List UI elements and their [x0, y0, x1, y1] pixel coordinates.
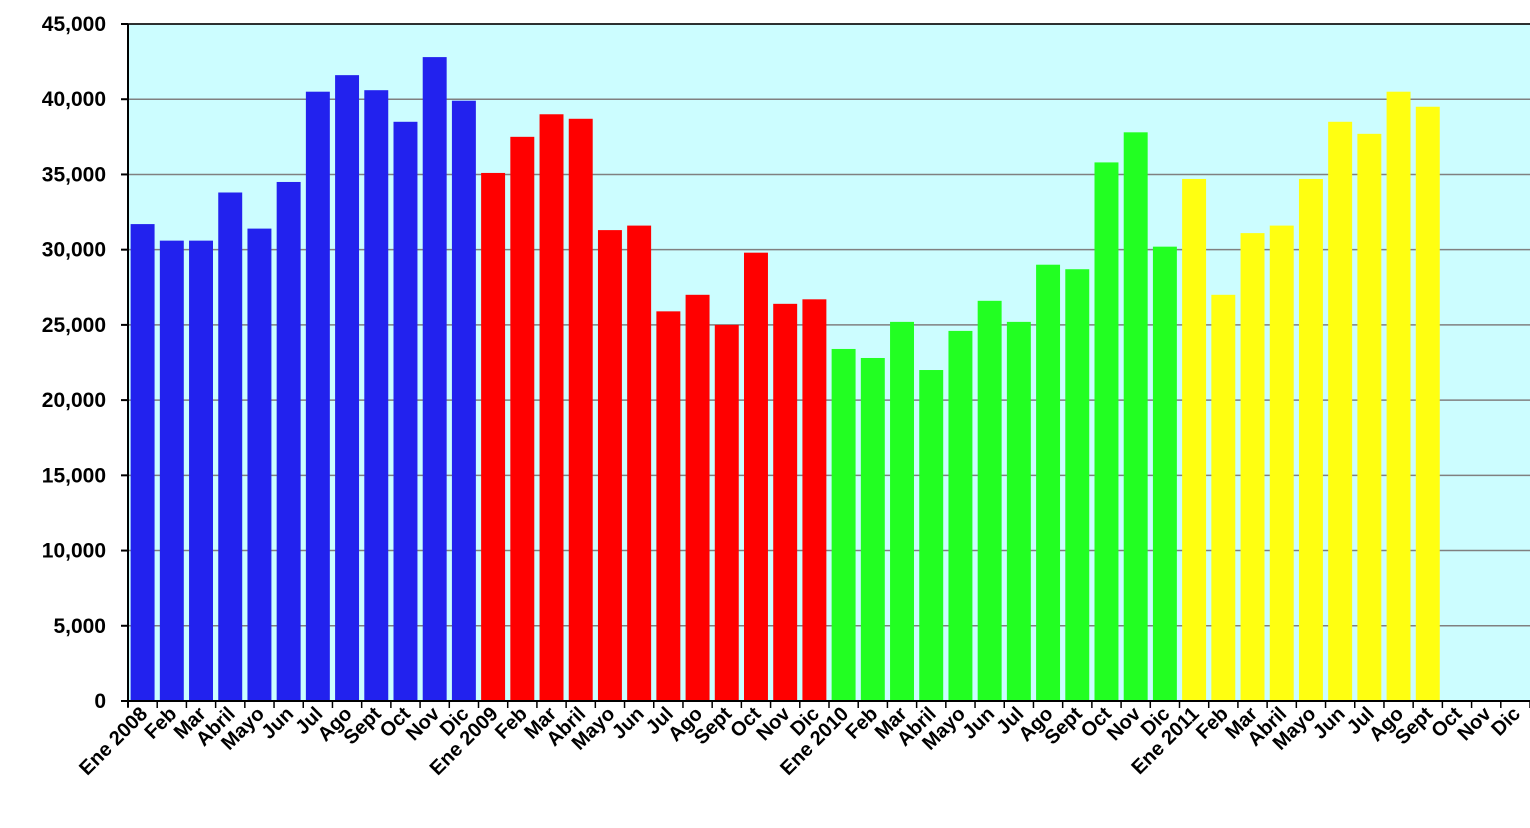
bar-0-8	[364, 90, 389, 701]
bar-2-35	[1152, 246, 1177, 701]
y-tick-label-5: 25,000	[42, 314, 106, 337]
bar-0-9	[393, 121, 418, 702]
bar-2-33	[1094, 162, 1119, 702]
bar-3-38	[1240, 233, 1265, 701]
bar-1-12	[481, 172, 506, 701]
bar-0-7	[335, 75, 360, 701]
bar-3-42	[1357, 133, 1382, 701]
bar-1-15	[568, 118, 593, 701]
y-tick-label-8: 40,000	[42, 88, 106, 111]
bar-1-22	[773, 303, 798, 701]
bar-3-37	[1211, 294, 1236, 701]
y-tick-label-3: 15,000	[42, 464, 106, 487]
bar-3-36	[1182, 178, 1207, 702]
bar-3-40	[1298, 178, 1323, 702]
bar-1-14	[539, 114, 564, 702]
y-tick-label-9: 45,000	[42, 13, 106, 36]
bar-1-13	[510, 136, 535, 702]
axes	[121, 23, 1530, 708]
bar-1-20	[714, 324, 739, 701]
bar-2-26	[890, 321, 914, 701]
y-tick-label-7: 35,000	[42, 163, 106, 186]
bar-1-17	[627, 225, 652, 701]
bar-2-28	[948, 330, 973, 701]
bar-3-41	[1328, 121, 1353, 702]
x-tick-labels: Ene 2008FebMarAbrilMayoJunJulAgoSeptOctN…	[75, 702, 1525, 779]
bar-0-4	[247, 228, 272, 702]
bar-2-27	[919, 370, 944, 701]
y-tick-label-4: 20,000	[42, 389, 106, 412]
bar-0-2	[189, 240, 213, 701]
y-tick-label-6: 30,000	[42, 239, 106, 262]
bar-2-32	[1065, 269, 1090, 701]
bar-2-29	[977, 300, 1002, 701]
plot-area	[128, 24, 1530, 701]
bar-2-31	[1036, 264, 1061, 701]
y-tick-labels: 0 5,000 10,000 15,000 20,000 25,000 30,000 35,0…	[42, 13, 106, 713]
x-tick-label-0: Ene 2008	[75, 703, 152, 780]
bars	[130, 57, 1440, 702]
bar-3-39	[1269, 225, 1294, 701]
y-tick-label-1: 5,000	[53, 615, 106, 638]
bar-2-24	[831, 348, 856, 701]
x-tick-label-47: Dic	[1487, 703, 1525, 741]
bar-0-3	[218, 192, 243, 701]
bar-1-16	[597, 230, 622, 701]
bar-1-21	[744, 252, 768, 702]
y-tick-label-2: 10,000	[42, 540, 106, 563]
bar-2-30	[1006, 321, 1031, 701]
bar-0-1	[159, 240, 184, 701]
bar-0-6	[305, 91, 330, 701]
bar-1-23	[802, 299, 827, 701]
bar-0-10	[422, 57, 447, 701]
bar-2-25	[860, 357, 885, 701]
bar-0-5	[276, 181, 301, 701]
bar-3-43	[1386, 91, 1411, 701]
y-tick-label-0: 0	[94, 690, 106, 713]
bar-3-44	[1415, 106, 1440, 701]
bar-1-19	[685, 294, 710, 701]
bar-2-34	[1123, 132, 1148, 701]
bar-1-18	[656, 311, 681, 701]
bar-0-0	[130, 224, 155, 701]
bar-0-11	[451, 100, 476, 701]
